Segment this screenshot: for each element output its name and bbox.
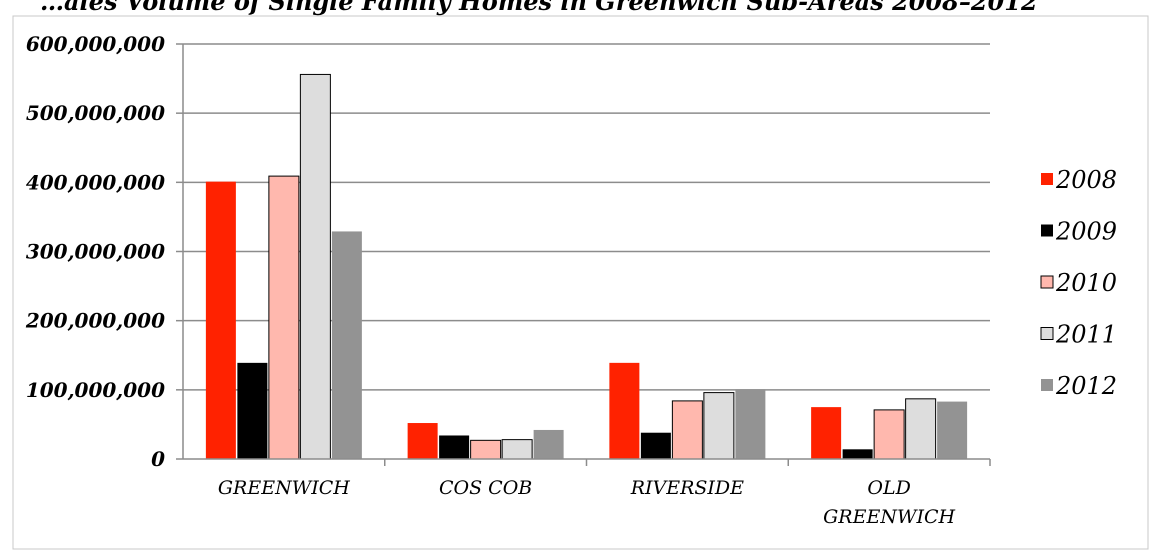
bar-2009-old-greenwich [842,449,873,459]
chart-frame [12,15,1149,550]
chart-title: …ales Volume of Single Family Homes in G… [40,0,1038,16]
bar-2010-riverside [671,400,703,460]
x-category-label: RIVERSIDE [630,477,744,499]
legend-swatch-2009 [1041,224,1053,237]
bar-2012-greenwich [331,231,362,459]
bar-2012-cos-cob [533,429,564,459]
y-tick-label: 600,000,000 [26,32,165,56]
y-tick-label: 300,000,000 [26,240,165,264]
bar-2009-greenwich [237,362,268,459]
legend-swatch-2008 [1041,173,1053,185]
bar-2008-greenwich [205,181,236,459]
bar-2012-old-greenwich [937,401,968,459]
legend-label-2008: 2008 [1055,166,1117,194]
bar-2011-old-greenwich [905,398,937,460]
y-tick-label: 400,000,000 [26,170,165,194]
y-tick-label: 100,000,000 [26,378,165,402]
legend-swatch-2012 [1041,379,1053,391]
bar-2010-greenwich [268,175,300,460]
y-tick-label: 200,000,000 [25,309,165,333]
bar-2009-riverside [640,432,671,459]
bar-2008-old-greenwich [811,407,842,459]
bar-2010-cos-cob [470,439,502,460]
bar-2011-cos-cob [501,439,533,460]
legend-label-2010: 2010 [1055,269,1117,297]
bar-2011-greenwich [299,73,331,460]
legend-label-2011: 2011 [1055,321,1117,349]
y-tick-label: 0 [151,447,165,471]
x-category-label: GREENWICH [823,506,955,528]
legend-label-2012: 2012 [1055,372,1117,400]
x-category-label: GREENWICH [218,477,350,499]
bar-2008-cos-cob [407,423,438,459]
bar-2009-cos-cob [439,435,470,459]
legend-swatch-2010 [1040,275,1054,289]
legend-label-2009: 2009 [1055,218,1117,246]
bar-2011-riverside [703,392,735,460]
x-category-label: COS COB [439,477,532,499]
x-category-label: OLD [867,477,910,499]
bar-2012-riverside [735,389,766,459]
bar-2010-old-greenwich [873,409,905,460]
legend-swatch-2011 [1040,327,1054,340]
y-tick-label: 500,000,000 [26,101,165,125]
bar-2008-riverside [609,362,640,459]
